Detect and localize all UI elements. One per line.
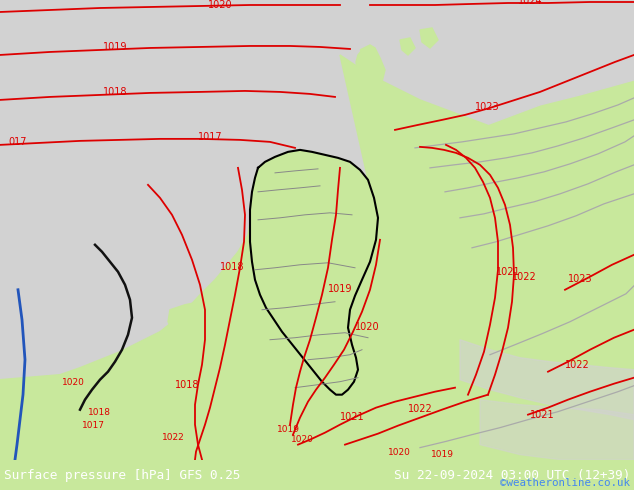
Polygon shape bbox=[480, 400, 634, 460]
Text: 1022: 1022 bbox=[512, 272, 537, 282]
Text: 017: 017 bbox=[8, 137, 27, 147]
Text: 1022: 1022 bbox=[162, 433, 184, 441]
Text: 1019: 1019 bbox=[103, 42, 127, 52]
Text: ©weatheronline.co.uk: ©weatheronline.co.uk bbox=[500, 478, 630, 488]
Text: 1018: 1018 bbox=[175, 380, 200, 390]
Text: 1020: 1020 bbox=[355, 322, 380, 332]
Polygon shape bbox=[420, 28, 438, 48]
Polygon shape bbox=[356, 45, 385, 95]
Text: 1023: 1023 bbox=[475, 102, 500, 112]
Text: 1018: 1018 bbox=[220, 262, 244, 272]
Text: 1017: 1017 bbox=[82, 420, 105, 430]
Text: 1018: 1018 bbox=[103, 87, 127, 97]
Polygon shape bbox=[400, 38, 415, 55]
Text: 1020: 1020 bbox=[290, 435, 313, 443]
Text: 1019: 1019 bbox=[276, 425, 299, 434]
Text: 1022: 1022 bbox=[565, 360, 590, 369]
Text: 1020: 1020 bbox=[208, 0, 232, 10]
Text: 1019: 1019 bbox=[328, 284, 353, 294]
Polygon shape bbox=[460, 340, 634, 419]
Polygon shape bbox=[148, 352, 162, 368]
Polygon shape bbox=[314, 55, 634, 460]
Text: 1023: 1023 bbox=[568, 274, 593, 284]
Text: 1021: 1021 bbox=[340, 412, 365, 422]
Polygon shape bbox=[0, 192, 255, 460]
Text: Surface pressure [hPa] GFS 0.25: Surface pressure [hPa] GFS 0.25 bbox=[4, 469, 240, 482]
Polygon shape bbox=[0, 0, 634, 380]
Text: 1020: 1020 bbox=[388, 448, 411, 457]
Text: 1017: 1017 bbox=[198, 132, 223, 142]
Polygon shape bbox=[168, 302, 215, 345]
Text: 1018: 1018 bbox=[88, 408, 111, 416]
Text: 1024: 1024 bbox=[518, 0, 542, 6]
Text: 1020: 1020 bbox=[62, 378, 85, 387]
Text: 1022: 1022 bbox=[408, 404, 432, 414]
Text: Su 22-09-2024 03:00 UTC (12+39): Su 22-09-2024 03:00 UTC (12+39) bbox=[394, 469, 630, 482]
Text: 1021: 1021 bbox=[530, 410, 555, 419]
Polygon shape bbox=[250, 150, 378, 394]
Text: 1019: 1019 bbox=[430, 450, 453, 459]
Text: 1021: 1021 bbox=[496, 267, 521, 277]
